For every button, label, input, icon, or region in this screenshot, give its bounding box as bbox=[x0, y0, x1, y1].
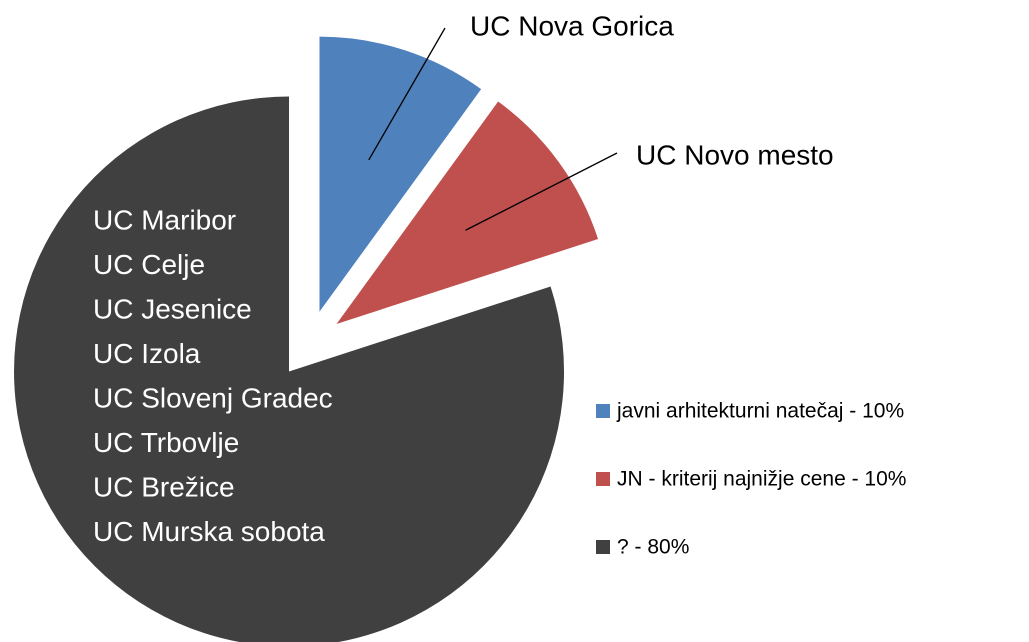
legend-label: ? - 80% bbox=[617, 536, 689, 559]
slice-label: UC Nova Gorica bbox=[470, 10, 674, 41]
pie-slice bbox=[336, 101, 599, 325]
slice-label: UC Maribor bbox=[93, 204, 236, 235]
slice-label: UC Jesenice bbox=[93, 293, 252, 324]
legend-swatch bbox=[596, 404, 610, 418]
slice-label: UC Brežice bbox=[93, 471, 235, 502]
slice-label: UC Slovenj Gradec bbox=[93, 382, 333, 413]
slice-label: UC Izola bbox=[93, 338, 201, 369]
legend-swatch bbox=[596, 540, 610, 554]
slice-label: UC Celje bbox=[93, 249, 205, 280]
legend-label: javni arhitekturni natečaj - 10% bbox=[616, 400, 904, 423]
legend-swatch bbox=[596, 472, 610, 486]
pie-slice bbox=[319, 36, 482, 312]
slice-label: UC Trbovlje bbox=[93, 427, 239, 458]
leader-line bbox=[465, 152, 618, 231]
slice-label: UC Novo mesto bbox=[636, 139, 834, 170]
leader-line bbox=[368, 27, 446, 161]
pie-slice bbox=[14, 96, 564, 642]
legend-label: JN - kriterij najnižje cene - 10% bbox=[617, 468, 906, 491]
slice-label: UC Murska sobota bbox=[93, 516, 325, 547]
